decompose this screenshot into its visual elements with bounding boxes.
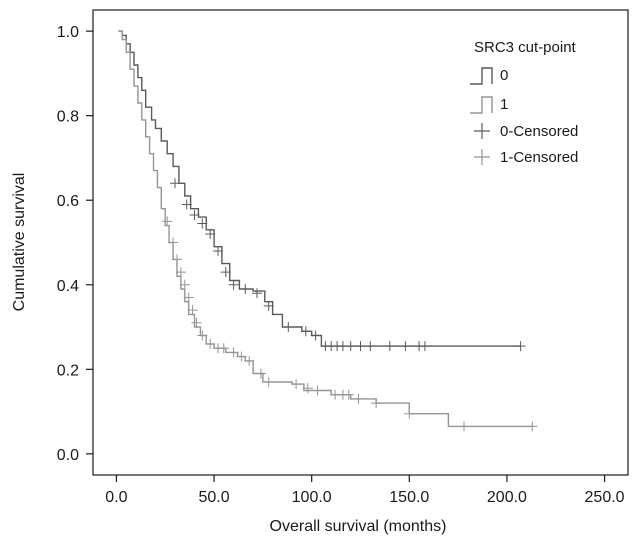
censor-mark-0 xyxy=(252,288,262,299)
censor-mark-1 xyxy=(228,347,239,358)
censor-mark-1 xyxy=(527,421,538,432)
censor-mark-1 xyxy=(244,355,255,366)
censor-mark-0 xyxy=(213,246,223,256)
x-tick-label: 150.0 xyxy=(389,489,429,506)
censor-mark-1 xyxy=(191,317,202,328)
censor-mark-0 xyxy=(220,267,231,278)
censor-mark-0 xyxy=(355,341,366,352)
plot-frame xyxy=(92,9,629,476)
y-tick-label: 1.0 xyxy=(57,24,79,41)
censor-mark-1 xyxy=(404,408,415,419)
censor-mark-0 xyxy=(197,218,208,229)
y-tick-label: 0.2 xyxy=(57,362,79,379)
censor-mark-0 xyxy=(228,279,239,290)
x-tick-label: 0.0 xyxy=(105,489,127,506)
legend-step-icon-0 xyxy=(470,67,493,85)
censor-mark-0 xyxy=(515,341,526,352)
legend-label-1-censored: 1-Censored xyxy=(500,149,578,166)
x-axis-title: Overall survival (months) xyxy=(270,518,447,535)
censor-mark-0 xyxy=(365,341,376,352)
censor-mark-1 xyxy=(343,389,354,400)
plot-area xyxy=(118,30,538,432)
censor-mark-0 xyxy=(240,284,251,294)
censor-mark-1 xyxy=(263,377,274,387)
legend-censor-icon-1 xyxy=(474,149,490,165)
legend-title: SRC3 cut-point xyxy=(474,39,577,56)
legend-label-0-censored: 0-Censored xyxy=(500,123,578,140)
censor-mark-1 xyxy=(205,339,216,349)
survival-curve-1 xyxy=(118,30,533,428)
censor-mark-1 xyxy=(218,343,229,354)
y-tick-label: 0.8 xyxy=(57,109,79,126)
censor-mark-1 xyxy=(179,279,190,290)
censor-mark-1 xyxy=(187,305,198,316)
y-tick-label: 0.0 xyxy=(57,447,79,464)
legend-censor-icon-0 xyxy=(474,123,490,139)
censor-mark-0 xyxy=(300,326,311,337)
y-tick-label: 0.6 xyxy=(57,193,79,210)
y-tick-label: 0.4 xyxy=(57,278,79,295)
legend-label-0: 0 xyxy=(500,67,508,84)
censor-mark-1 xyxy=(312,385,323,396)
censor-mark-1 xyxy=(302,383,313,394)
legend-step-icon-1 xyxy=(470,96,493,114)
x-tick-label: 100.0 xyxy=(292,489,332,506)
censor-mark-0 xyxy=(345,341,356,352)
axis-tick-labels: 0.0 50.0 100.0 150.0 200.0 250.0 0.0 0.2 0.4 0.6 0… xyxy=(57,24,625,506)
censor-mark-0 xyxy=(310,330,321,341)
censor-mark-0 xyxy=(419,341,430,352)
censor-mark-0 xyxy=(170,178,180,189)
censor-mark-1 xyxy=(236,351,247,362)
censor-mark-0 xyxy=(205,229,216,239)
censor-mark-0 xyxy=(181,199,192,210)
censor-mark-1 xyxy=(168,237,179,248)
censor-mark-0 xyxy=(384,341,395,352)
censor-mark-1 xyxy=(371,398,382,409)
censor-mark-1 xyxy=(255,368,266,379)
censor-mark-1 xyxy=(197,330,208,341)
axis-ticks xyxy=(86,30,606,482)
x-tick-label: 200.0 xyxy=(487,489,527,506)
legend: SRC3 cut-point 0 1 0-Censored 1-Censored xyxy=(470,39,578,166)
censor-mark-1 xyxy=(172,254,182,265)
censor-mark-1 xyxy=(291,379,302,390)
censor-mark-1 xyxy=(459,421,469,432)
censor-mark-1 xyxy=(353,393,364,404)
y-axis-title: Cumulative survival xyxy=(11,173,28,312)
survival-curve-0 xyxy=(118,30,521,347)
x-tick-label: 250.0 xyxy=(585,489,625,506)
censor-mark-0 xyxy=(263,300,274,311)
censor-mark-1 xyxy=(162,216,173,227)
censor-mark-0 xyxy=(189,210,200,220)
x-tick-label: 50.0 xyxy=(198,489,229,506)
censor-mark-0 xyxy=(400,341,411,352)
censor-mark-1 xyxy=(183,292,194,303)
legend-label-1: 1 xyxy=(500,96,508,113)
censor-mark-0 xyxy=(283,322,294,332)
censor-mark-1 xyxy=(175,267,186,278)
